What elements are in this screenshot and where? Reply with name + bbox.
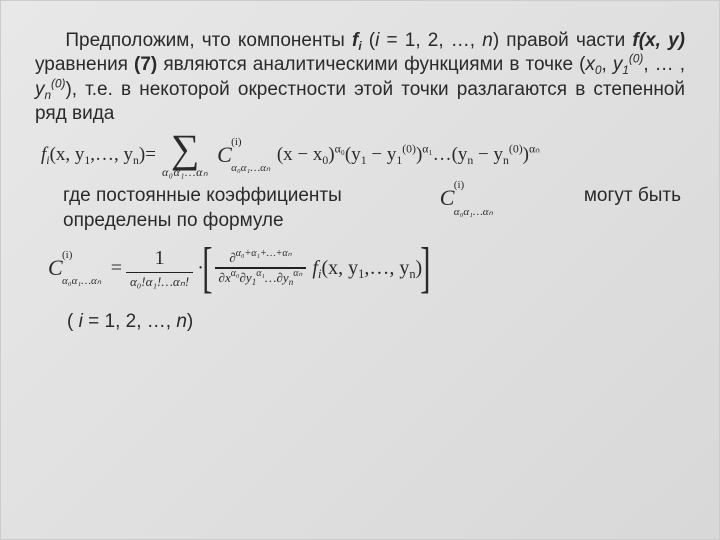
refnum: (7)	[134, 54, 157, 75]
yn-sup: (0)	[51, 77, 65, 90]
dy1: ∂y	[239, 270, 251, 285]
args: ,…, y	[364, 257, 409, 279]
index-range-note: ( i = 1, 2, …, n)	[67, 311, 701, 333]
text: уравнения	[35, 54, 134, 75]
text-tail: могут быть	[584, 184, 681, 208]
text: где постоянные коэффициенты	[63, 184, 342, 208]
paragraph-intro: Предположим, что компоненты fi (i = 1, 2…	[35, 29, 685, 126]
coef-C-lhs: C (i) α₀α₁…αₙ	[48, 255, 63, 281]
term: (y	[345, 144, 361, 165]
y1-sup: (0)	[629, 53, 643, 66]
slide-body: Предположим, что компоненты fi (i = 1, 2…	[0, 0, 720, 540]
frac-factorials: 1 α₀!α₁!…αₙ!	[126, 246, 193, 290]
C-sub: α₀α₁…αₙ	[62, 274, 101, 287]
num: 1	[151, 246, 169, 271]
n: n	[176, 311, 187, 332]
sigma: ∑ α₀α₁…αₙ	[162, 132, 208, 178]
text: ) правой части	[493, 30, 633, 51]
equation-coef: C (i) α₀α₁…αₙ = 1 α₀!α₁!…αₙ! · [ ∂α₀+α₁+…	[45, 243, 701, 293]
text: , … ,	[643, 54, 685, 75]
sup: αₙ	[529, 143, 540, 156]
term: (y	[452, 144, 468, 165]
frac-partial: ∂α₀+α₁+…+αₙ ∂xα₀∂y1α₁…∂ynαₙ	[215, 250, 307, 286]
pow: α₀+α₁+…+αₙ	[236, 248, 292, 259]
term: − y	[367, 144, 397, 165]
left-bracket: [	[202, 243, 212, 293]
x0: x	[585, 54, 595, 75]
n: n	[482, 30, 493, 51]
text: = 1, 2, …,	[83, 311, 176, 332]
den: ∂xα₀∂y1α₁…∂ynαₙ	[215, 270, 307, 286]
text: являются аналитическими функциями в точк…	[157, 54, 585, 75]
sup: α₁	[422, 143, 432, 156]
text: (	[362, 30, 376, 51]
dots: …	[265, 270, 277, 285]
text: Предположим, что компоненты	[65, 30, 352, 51]
term: (x − x	[277, 144, 323, 165]
text: (	[67, 311, 79, 332]
C-sup: (i)	[62, 249, 72, 261]
C-sub: α₀α₁…αₙ	[231, 161, 270, 174]
args: (x, y	[50, 144, 85, 165]
num: ∂α₀+α₁+…+αₙ	[225, 250, 295, 266]
args: ,…, y	[90, 144, 133, 165]
dyn: ∂y	[276, 270, 288, 285]
pow: α₁	[256, 267, 265, 278]
yn-sub: n	[45, 88, 52, 101]
y1: y	[613, 54, 623, 75]
text: = 1, 2, …,	[379, 30, 482, 51]
C-sub: α₀α₁…αₙ	[454, 205, 493, 219]
text-line2: определены по формуле	[63, 209, 681, 233]
sup: (0)	[509, 143, 523, 156]
equals: =	[145, 144, 156, 166]
text: ), т.е. в некоторой окрестности этой точ…	[35, 79, 685, 124]
term: − y	[473, 144, 503, 165]
right-bracket: ]	[420, 243, 430, 293]
y1-sub: 1	[622, 64, 629, 77]
pow: αₙ	[293, 267, 302, 278]
sup: α₀	[335, 143, 345, 156]
C-sup: (i)	[454, 178, 464, 192]
sigma-limits: α₀α₁…αₙ	[162, 166, 208, 178]
dx: ∂x	[219, 270, 231, 285]
dots: …	[433, 144, 452, 166]
equals: =	[111, 257, 122, 280]
equation-series: fi(x, y1,…, yn) = ∑ α₀α₁…αₙ C (i) α₀α₁…α…	[41, 132, 701, 178]
paragraph-coef: где постоянные коэффициенты C (i) α₀α₁…α…	[63, 184, 681, 233]
sup: (0)	[402, 143, 416, 156]
fxy: f(x, y)	[632, 30, 685, 51]
den: α₀!α₁!…αₙ!	[126, 274, 193, 290]
text: ,	[602, 54, 613, 75]
C-sup: (i)	[231, 136, 241, 148]
coef-C-inline: C (i) α₀α₁…αₙ	[440, 184, 455, 212]
coef-C: C (i) α₀α₁…αₙ	[217, 142, 232, 168]
text: )	[187, 311, 193, 332]
args: (x, y	[321, 257, 358, 279]
yn: y	[35, 79, 45, 100]
